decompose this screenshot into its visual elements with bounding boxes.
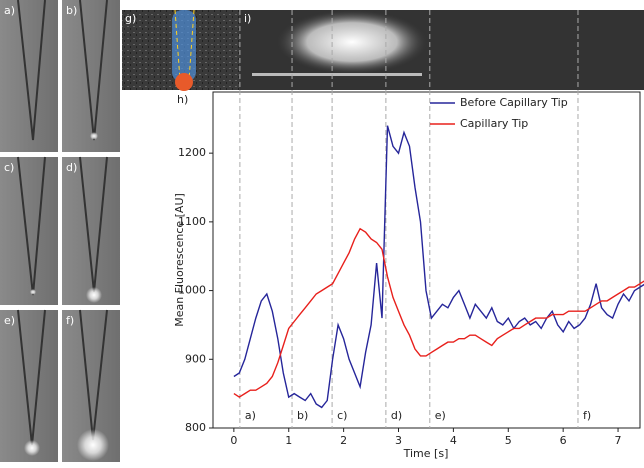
x-axis-label: Time [s] bbox=[403, 447, 449, 460]
panel-c: c) bbox=[0, 156, 58, 305]
y-tick-label: 900 bbox=[185, 352, 206, 365]
event-label: d) bbox=[391, 409, 402, 422]
legend-label: Capillary Tip bbox=[460, 117, 528, 130]
panel-label: b) bbox=[66, 4, 77, 17]
event-label: c) bbox=[337, 409, 347, 422]
panel-a: a) bbox=[0, 0, 58, 152]
panel-label: c) bbox=[4, 161, 14, 174]
event-label: a) bbox=[245, 409, 256, 422]
x-tick-label: 4 bbox=[450, 434, 457, 447]
panel-label: g) bbox=[125, 12, 136, 25]
panel-i: i) bbox=[240, 10, 644, 90]
x-tick-label: 5 bbox=[505, 434, 512, 447]
x-tick-label: 7 bbox=[615, 434, 622, 447]
panel-label: f) bbox=[66, 314, 74, 327]
x-tick-label: 2 bbox=[340, 434, 347, 447]
x-tick-label: 1 bbox=[285, 434, 292, 447]
panel-label: e) bbox=[4, 314, 15, 327]
panel-label: i) bbox=[244, 12, 251, 25]
y-tick-label: 1000 bbox=[178, 284, 206, 297]
y-axis-label: Mean Fluorescence [AU] bbox=[173, 193, 186, 327]
panel-g: g) bbox=[122, 9, 240, 91]
series-line bbox=[233, 125, 644, 409]
event-label: f) bbox=[583, 409, 591, 422]
x-tick-label: 0 bbox=[230, 434, 237, 447]
panel-label: d) bbox=[66, 161, 77, 174]
x-tick-label: 6 bbox=[560, 434, 567, 447]
panel-label: a) bbox=[4, 4, 15, 17]
y-tick-label: 1200 bbox=[178, 146, 206, 159]
plot-frame bbox=[212, 91, 641, 429]
panel-label: h) bbox=[177, 93, 188, 106]
legend-label: Before Capillary Tip bbox=[460, 96, 568, 109]
panel-f: f) bbox=[62, 309, 120, 462]
y-tick-label: 800 bbox=[185, 421, 206, 434]
event-label: b) bbox=[297, 409, 308, 422]
panel-d: d) bbox=[62, 156, 120, 305]
x-tick-label: 3 bbox=[395, 434, 402, 447]
event-label: e) bbox=[435, 409, 446, 422]
panel-b: b) bbox=[62, 0, 120, 152]
series-line bbox=[233, 227, 644, 398]
y-tick-label: 1100 bbox=[178, 215, 206, 228]
panel-e: e) bbox=[0, 309, 58, 462]
